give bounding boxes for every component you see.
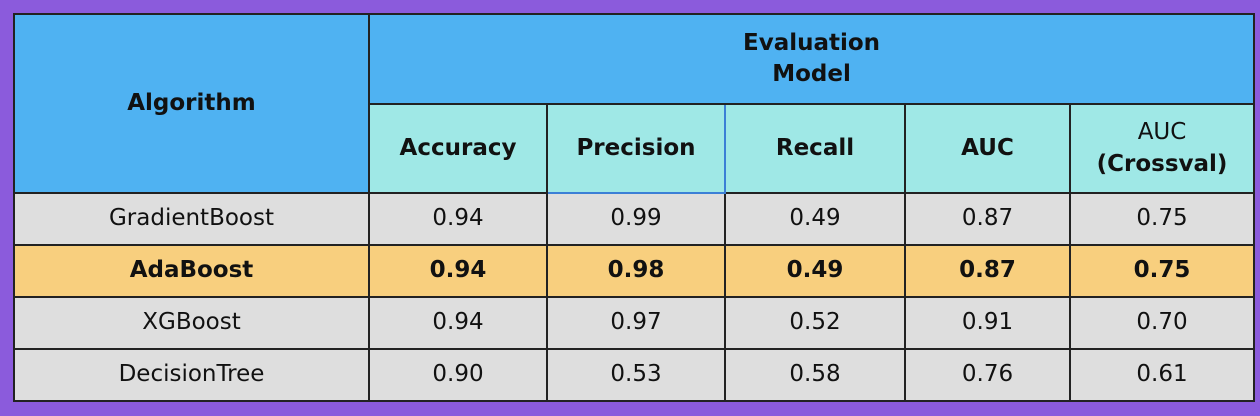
- header-auc: AUC: [904, 103, 1071, 194]
- auc-cell: 0.87: [904, 192, 1071, 246]
- recall-cell: 0.49: [724, 244, 906, 298]
- table-row: DecisionTree 0.90 0.53 0.58 0.76 0.61: [13, 348, 1256, 402]
- header-recall: Recall: [724, 103, 906, 194]
- recall-cell: 0.49: [724, 192, 906, 246]
- precision-cell: 0.98: [546, 244, 726, 298]
- precision-cell: 0.53: [546, 348, 726, 402]
- algorithm-cell: XGBoost: [13, 296, 370, 350]
- algorithm-cell: DecisionTree: [13, 348, 370, 402]
- header-accuracy: Accuracy: [368, 103, 548, 194]
- header-algorithm: Algorithm: [13, 13, 370, 194]
- accuracy-cell: 0.94: [368, 192, 548, 246]
- table-row: GradientBoost 0.94 0.99 0.49 0.87 0.75: [13, 192, 1256, 246]
- auc-cell: 0.91: [904, 296, 1071, 350]
- header-auc-crossval-line2: (Crossval): [1096, 150, 1228, 177]
- header-evaluation-line1: Evaluation: [742, 29, 881, 56]
- header-evaluation-model: Evaluation Model: [367, 13, 1256, 105]
- accuracy-cell: 0.94: [368, 244, 548, 298]
- accuracy-cell: 0.94: [368, 296, 548, 350]
- header-auc-crossval: AUC (Crossval): [1068, 103, 1256, 194]
- header-row-group: Algorithm Evaluation Model: [13, 13, 1256, 194]
- auc-crossval-cell: 0.75: [1068, 244, 1256, 298]
- auc-cell: 0.76: [904, 348, 1071, 402]
- precision-cell: 0.97: [546, 296, 726, 350]
- auc-crossval-cell: 0.61: [1068, 348, 1256, 402]
- auc-crossval-cell: 0.70: [1068, 296, 1256, 350]
- table-row-highlighted: AdaBoost 0.94 0.98 0.49 0.87 0.75: [13, 244, 1256, 298]
- auc-cell: 0.87: [904, 244, 1071, 298]
- algorithm-cell: GradientBoost: [13, 192, 370, 246]
- recall-cell: 0.58: [724, 348, 906, 402]
- evaluation-table: Algorithm Evaluation Model Accuracy Prec…: [13, 13, 1256, 402]
- header-row-metrics: Accuracy Precision Recall AUC AUC (Cross…: [14, 103, 1256, 194]
- recall-cell: 0.52: [724, 296, 906, 350]
- algorithm-cell: AdaBoost: [13, 244, 370, 298]
- auc-crossval-cell: 0.75: [1068, 192, 1256, 246]
- header-auc-crossval-line1: AUC: [1137, 119, 1187, 146]
- table-row: XGBoost 0.94 0.97 0.52 0.91 0.70: [13, 296, 1256, 350]
- header-precision: Precision: [546, 103, 726, 194]
- precision-cell: 0.99: [546, 192, 726, 246]
- accuracy-cell: 0.90: [368, 348, 548, 402]
- header-evaluation-line2: Model: [772, 61, 851, 87]
